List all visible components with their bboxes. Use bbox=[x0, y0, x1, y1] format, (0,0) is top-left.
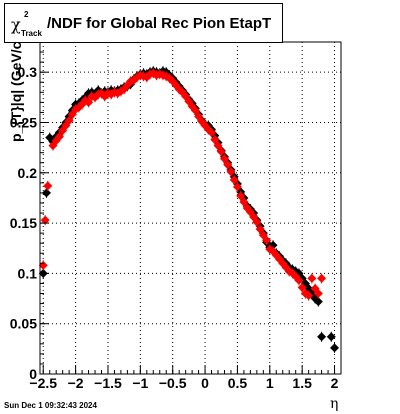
data-point bbox=[262, 235, 272, 245]
data-point bbox=[200, 121, 210, 131]
series-group bbox=[38, 68, 327, 301]
data-point bbox=[64, 115, 74, 125]
y-axis-label: p_{T}|q| (GeV/c bbox=[8, 41, 24, 142]
data-point bbox=[43, 181, 53, 191]
data-point bbox=[84, 97, 94, 107]
tick-labels: −2.5 −2 −1.5 −1 −0.5 0 0.5 1 1.5 2 0 0.05 0.1 0.15 0.2… bbox=[10, 64, 339, 391]
axes bbox=[39, 41, 342, 375]
chart-title-box: χ 2 Track /NDF for Global Rec Pion EtapT bbox=[4, 3, 283, 43]
data-point bbox=[54, 132, 64, 142]
x-tick-label: 2 bbox=[331, 375, 339, 391]
x-tick-label: −2 bbox=[68, 375, 84, 391]
data-point bbox=[249, 212, 259, 222]
data-point bbox=[307, 273, 317, 283]
data-point bbox=[239, 197, 249, 207]
x-tick-label: 1 bbox=[266, 375, 274, 391]
data-point bbox=[255, 224, 265, 234]
chart-title: /NDF for Global Rec Pion EtapT bbox=[47, 15, 272, 32]
y-tick-label: 0 bbox=[29, 366, 37, 382]
grid bbox=[40, 42, 341, 375]
data-point bbox=[236, 191, 246, 201]
x-tick-label: 0 bbox=[201, 375, 209, 391]
y-tick-label: 0.2 bbox=[18, 165, 38, 181]
data-point bbox=[190, 105, 200, 115]
title-subscript: Track bbox=[21, 29, 42, 38]
y-tick-label: 0.25 bbox=[10, 114, 37, 130]
data-point bbox=[226, 167, 236, 177]
data-point bbox=[313, 289, 323, 299]
data-point bbox=[313, 297, 323, 307]
data-point bbox=[317, 332, 327, 342]
data-point bbox=[119, 84, 129, 94]
title-chi-symbol: χ bbox=[11, 15, 21, 34]
data-point bbox=[317, 273, 327, 283]
data-point bbox=[210, 135, 220, 145]
data-point bbox=[294, 275, 304, 285]
data-point bbox=[213, 141, 223, 151]
x-axis-label: η bbox=[330, 396, 339, 412]
data-point bbox=[216, 147, 226, 157]
data-point bbox=[330, 343, 340, 353]
title-superscript: 2 bbox=[24, 10, 29, 19]
data-point bbox=[304, 291, 314, 301]
data-point bbox=[223, 160, 233, 170]
data-point bbox=[41, 188, 51, 198]
data-point bbox=[232, 182, 242, 192]
y-tick-label: 0.1 bbox=[18, 265, 38, 281]
timestamp: Sun Dec 1 09:32:43 2024 bbox=[4, 401, 97, 410]
data-point bbox=[40, 215, 50, 225]
y-tick-label: 0.3 bbox=[18, 64, 38, 80]
y-tick-label: 0.15 bbox=[10, 215, 37, 231]
x-tick-label: −1.5 bbox=[94, 375, 122, 391]
data-point bbox=[219, 154, 229, 164]
data-point bbox=[252, 217, 262, 227]
data-point bbox=[207, 128, 217, 138]
x-tick-label: −0.5 bbox=[159, 375, 187, 391]
data-point bbox=[326, 332, 336, 342]
data-point bbox=[229, 175, 239, 185]
data-series bbox=[38, 66, 340, 353]
plot-frame bbox=[39, 41, 342, 375]
data-point bbox=[297, 282, 307, 292]
y-tick-label: 0.05 bbox=[10, 316, 37, 332]
x-tick-label: −1 bbox=[132, 375, 148, 391]
x-tick-label: −2.5 bbox=[29, 375, 57, 391]
x-tick-label: 1.5 bbox=[292, 375, 312, 391]
series-group bbox=[38, 66, 340, 353]
x-tick-label: 0.5 bbox=[228, 375, 248, 391]
